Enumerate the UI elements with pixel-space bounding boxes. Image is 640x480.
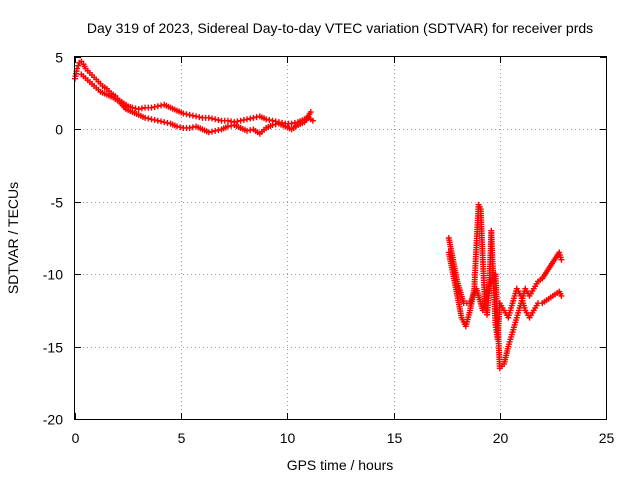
data-point-marker	[250, 114, 257, 121]
plot-frame	[74, 56, 607, 420]
data-point-marker	[135, 106, 142, 113]
data-point-marker	[244, 116, 251, 123]
y-tick-label: -15	[43, 340, 63, 356]
data-point-marker	[208, 128, 215, 135]
data-point-marker	[208, 115, 215, 122]
y-tick-label: -5	[51, 195, 64, 211]
data-point-marker	[228, 122, 235, 129]
data-point-marker	[189, 112, 196, 119]
data-point-marker	[244, 127, 251, 134]
data-point-marker	[558, 292, 565, 299]
data-point-marker	[224, 117, 231, 124]
x-tick-label: 15	[387, 430, 403, 446]
data-point-marker	[558, 256, 565, 263]
data-point-marker	[142, 114, 149, 121]
data-point-marker	[138, 105, 145, 112]
data-point-marker	[247, 127, 254, 134]
data-point-marker	[74, 65, 81, 72]
x-tick-label: 5	[178, 430, 186, 446]
data-point-marker	[145, 115, 152, 122]
data-point-marker	[215, 116, 222, 123]
data-point-marker	[158, 118, 165, 125]
data-point-marker	[161, 119, 168, 126]
data-point-marker	[234, 118, 241, 125]
x-axis-label: GPS time / hours	[287, 457, 394, 473]
data-point-marker	[237, 117, 244, 124]
y-tick-label: 0	[55, 122, 63, 138]
data-point-marker	[212, 116, 219, 123]
data-point-marker	[253, 114, 260, 121]
x-tick-label: 20	[493, 430, 509, 446]
data-point-marker	[193, 113, 200, 120]
data-point-marker	[158, 102, 165, 109]
data-point-marker	[151, 116, 158, 123]
data-point-marker	[183, 111, 190, 118]
x-tick-label: 0	[72, 430, 80, 446]
data-point-marker	[196, 114, 203, 121]
data-point-marker	[309, 117, 316, 124]
y-tick-label: -20	[43, 412, 63, 428]
data-point-marker	[154, 117, 161, 124]
data-point-marker	[240, 116, 247, 123]
data-point-marker	[269, 122, 276, 129]
data-point-marker	[224, 123, 231, 130]
data-point-marker	[307, 109, 314, 116]
data-point-marker	[148, 104, 155, 111]
grid	[75, 57, 606, 419]
data-point-marker	[272, 121, 279, 128]
data-point-marker	[263, 116, 270, 123]
data-point-marker	[189, 124, 196, 131]
data-point-marker	[205, 129, 212, 136]
data-point-marker	[186, 111, 193, 118]
x-tick-label: 10	[280, 430, 296, 446]
data-points	[72, 58, 565, 372]
data-point-marker	[177, 124, 184, 131]
data-point-marker	[215, 127, 222, 134]
data-point-marker	[288, 120, 295, 127]
x-tick-label: 25	[599, 430, 615, 446]
data-point-marker	[247, 115, 254, 122]
data-point-marker	[132, 105, 139, 112]
data-point-marker	[180, 110, 187, 117]
chart-title: Day 319 of 2023, Sidereal Day-to-day VTE…	[87, 20, 593, 36]
y-axis-label: SDTVAR / TECUs	[5, 182, 21, 294]
data-point-marker	[75, 62, 82, 69]
data-point-marker	[164, 119, 171, 126]
data-point-marker	[186, 124, 193, 131]
y-tick-label: 5	[55, 50, 63, 66]
data-point-marker	[205, 114, 212, 121]
data-point-marker	[266, 116, 273, 123]
data-point-marker	[173, 123, 180, 130]
data-point-marker	[212, 127, 219, 134]
data-point-marker	[291, 119, 298, 126]
data-point-marker	[151, 103, 158, 110]
y-tick-label: -10	[43, 267, 63, 283]
data-point-marker	[148, 116, 155, 123]
data-point-marker	[154, 103, 161, 110]
axis-ticks: 0 5 10 15 20 25 5 0 -5 -10 -15 -20	[43, 50, 615, 447]
